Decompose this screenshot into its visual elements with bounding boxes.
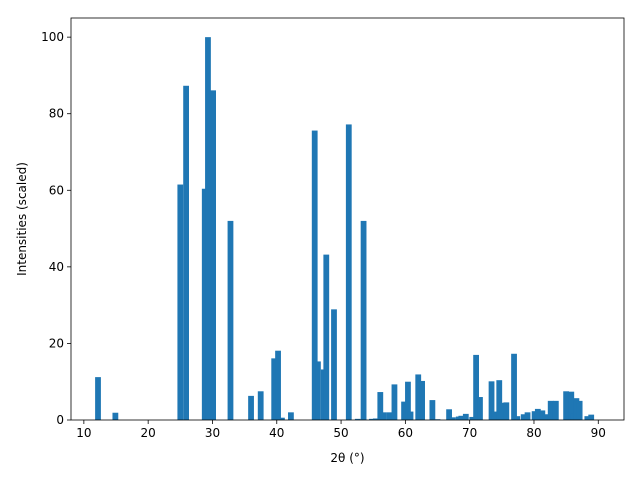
y-tick-label: 0 — [56, 413, 64, 427]
bar — [315, 361, 321, 420]
bar — [354, 418, 361, 420]
bar — [531, 411, 538, 420]
x-axis-label: 2θ (°) — [330, 451, 364, 465]
x-tick-label: 40 — [269, 426, 284, 440]
bar — [279, 417, 285, 420]
bar — [415, 374, 422, 420]
bar — [469, 416, 476, 420]
plot-frame — [70, 17, 625, 421]
bar — [496, 380, 503, 420]
y-tick-label: 100 — [41, 30, 64, 44]
bar — [372, 418, 379, 420]
bar — [323, 254, 330, 420]
bar — [183, 85, 189, 421]
y-tick-label: 40 — [49, 260, 64, 274]
x-tick-label: 50 — [333, 426, 348, 440]
y-tick-label: 20 — [49, 336, 64, 350]
bar — [345, 124, 352, 421]
bar — [429, 400, 436, 420]
bar — [210, 90, 216, 421]
bars-group — [95, 37, 595, 421]
bar — [275, 350, 281, 420]
bar — [477, 397, 483, 420]
y-axis-ticks: 0 20 40 60 80 100 — [41, 30, 71, 427]
x-tick-label: 30 — [205, 426, 220, 440]
bar — [503, 402, 510, 420]
bar — [112, 412, 119, 420]
bar — [488, 381, 495, 420]
bar — [552, 400, 559, 420]
bar — [511, 353, 517, 420]
bar — [380, 412, 387, 420]
x-tick-label: 20 — [141, 426, 156, 440]
bar — [458, 415, 465, 420]
bar — [446, 409, 452, 420]
x-tick-label: 10 — [76, 426, 91, 440]
bar — [473, 354, 479, 420]
bar — [177, 184, 184, 420]
bar — [547, 400, 554, 420]
bar — [205, 37, 211, 420]
bar — [311, 130, 318, 420]
bar — [386, 412, 393, 420]
bar — [377, 392, 384, 420]
bar — [257, 391, 264, 420]
bar — [95, 377, 101, 420]
bar — [369, 418, 375, 420]
bar — [498, 402, 505, 420]
y-tick-label: 60 — [49, 183, 64, 197]
bar — [520, 414, 527, 420]
bar — [534, 408, 541, 420]
bar — [573, 398, 580, 420]
bar — [419, 380, 425, 420]
bar — [401, 401, 407, 420]
bar — [588, 414, 595, 420]
x-tick-label: 80 — [526, 426, 541, 440]
bar — [331, 309, 337, 420]
bar — [405, 381, 411, 420]
bar — [491, 411, 498, 420]
bar — [227, 220, 234, 420]
bar — [271, 358, 278, 420]
bar — [391, 384, 398, 420]
bar — [584, 416, 591, 420]
y-axis-label: Intensities (scaled) — [15, 162, 29, 276]
bar — [407, 411, 414, 420]
x-tick-label: 70 — [462, 426, 477, 440]
bar — [360, 220, 367, 420]
bar — [542, 414, 549, 420]
bar — [288, 412, 294, 420]
bar — [576, 400, 583, 420]
bar — [462, 413, 469, 420]
y-tick-label: 80 — [49, 107, 64, 121]
x-tick-label: 60 — [398, 426, 413, 440]
bar — [201, 188, 208, 420]
bar — [563, 391, 570, 420]
bar — [248, 395, 254, 420]
bar — [450, 417, 456, 420]
bar — [568, 391, 575, 420]
bar — [539, 410, 546, 420]
bar — [524, 412, 531, 420]
x-axis-ticks: 10 20 30 40 50 60 70 80 90 — [76, 420, 606, 440]
bar — [514, 416, 521, 420]
x-tick-label: 90 — [591, 426, 606, 440]
